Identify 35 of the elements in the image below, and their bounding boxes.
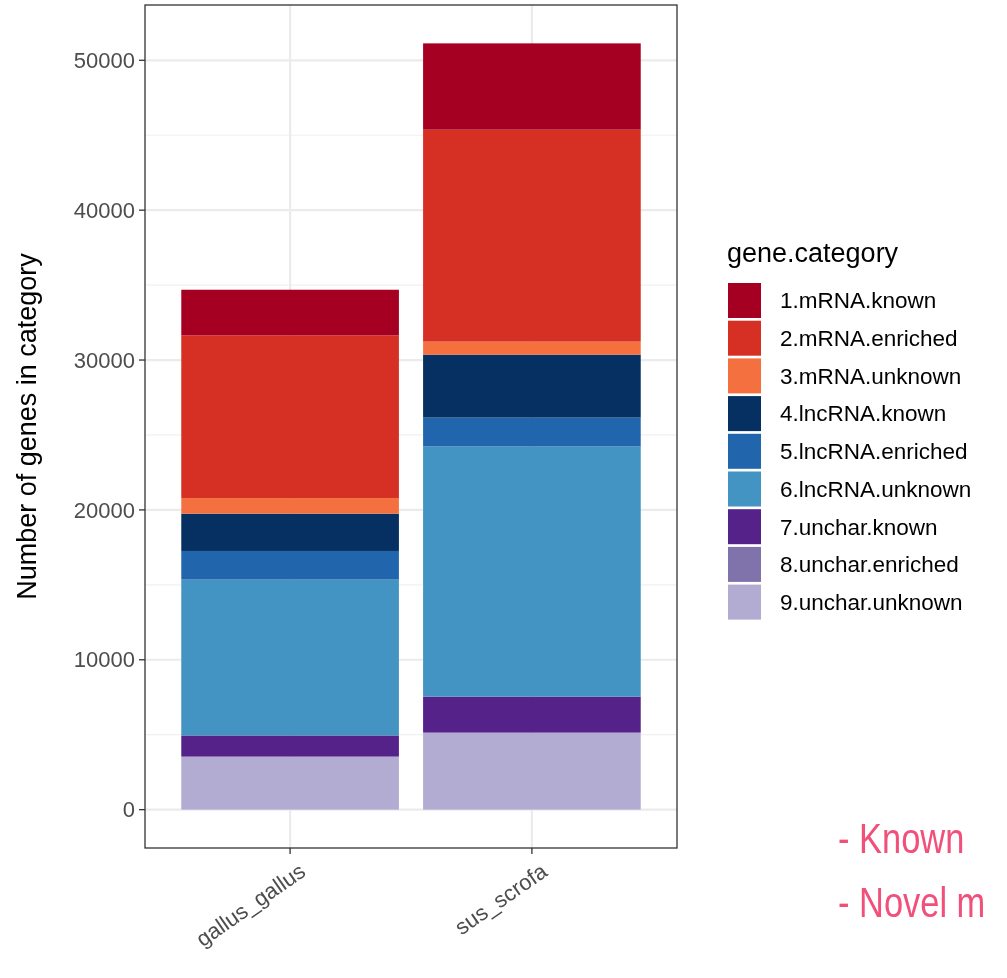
legend-label: 7.unchar.known (780, 514, 938, 540)
y-tick-label: 30000 (73, 347, 135, 373)
bar (423, 354, 641, 418)
legend-label: 4.lncRNA.known (780, 401, 947, 427)
legend-label: 6.lncRNA.unknown (780, 476, 972, 502)
bar (423, 446, 641, 697)
legend-label: 9.unchar.unknown (780, 589, 963, 615)
legend-label: 2.mRNA.enriched (780, 326, 958, 352)
y-axis-title: Number of genes in category (12, 252, 42, 600)
legend-label: 5.lncRNA.enriched (780, 439, 968, 465)
y-tick-label: 0 (122, 797, 135, 823)
bar (423, 696, 641, 733)
bar (181, 513, 399, 551)
y-tick-label: 20000 (73, 497, 135, 523)
legend-label: 3.mRNA.unknown (780, 363, 962, 389)
bar (181, 335, 399, 499)
bar (423, 417, 641, 447)
bar (423, 43, 641, 130)
bar (423, 129, 641, 342)
bar (181, 735, 399, 757)
text: - Novel m (838, 878, 986, 926)
text: - Known (838, 814, 965, 862)
legend-title: gene.category (727, 238, 899, 268)
bar (423, 732, 641, 810)
bar (181, 550, 399, 580)
bar (181, 289, 399, 336)
legend-label: 1.mRNA.known (780, 288, 937, 314)
y-tick-label: 40000 (73, 197, 135, 223)
bar (181, 756, 399, 810)
bar (423, 341, 641, 355)
y-tick-label: 50000 (73, 48, 135, 73)
y-tick-label: 10000 (73, 647, 135, 673)
bar (181, 498, 399, 514)
bar (181, 579, 399, 736)
legend-label: 8.unchar.enriched (780, 552, 959, 578)
